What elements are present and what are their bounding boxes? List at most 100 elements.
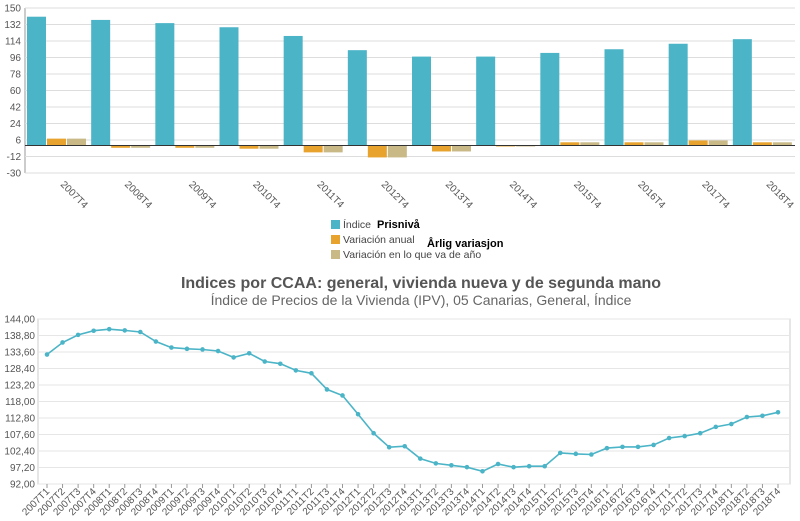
data-point xyxy=(433,461,439,466)
x-tick-label: 2008T4 xyxy=(122,179,154,211)
legend-translation: Årlig variasjon xyxy=(427,237,504,250)
data-point xyxy=(417,456,423,461)
data-point xyxy=(106,326,112,332)
data-point xyxy=(44,352,50,357)
data-point xyxy=(324,387,330,392)
data-point xyxy=(604,445,610,451)
data-point xyxy=(542,463,548,469)
bar-legend: Índice Prisnivå Variación anual Årlig varia… xyxy=(331,218,504,261)
x-tick-label: 2015T4 xyxy=(571,179,603,211)
y-tick-label: 118,00 xyxy=(5,397,35,408)
bar xyxy=(688,140,708,146)
data-point xyxy=(464,464,470,470)
bar xyxy=(27,16,46,146)
x-tick-label: 2016T4 xyxy=(635,179,667,211)
x-tick-label: 2018T4 xyxy=(764,179,796,211)
data-point xyxy=(138,329,143,335)
bar xyxy=(624,142,644,146)
y-tick-label: 133,60 xyxy=(4,348,35,359)
data-point xyxy=(697,430,703,436)
x-tick-label: 2011T4 xyxy=(315,179,347,211)
bar xyxy=(131,145,151,148)
y-tick-label: -12 xyxy=(7,152,22,163)
y-tick-label: 114 xyxy=(5,37,21,48)
bar xyxy=(367,145,387,158)
data-point xyxy=(75,332,81,338)
bar xyxy=(175,145,195,148)
series-line xyxy=(46,328,779,473)
bar xyxy=(732,39,752,146)
x-tick-label: 2010T4 xyxy=(250,179,282,211)
bar xyxy=(452,145,471,152)
data-point xyxy=(449,462,454,468)
legend-swatch xyxy=(331,220,340,229)
data-point xyxy=(775,409,781,415)
x-tick-label: 2009T4 xyxy=(186,179,218,211)
legend-label: Variación anual xyxy=(343,234,415,246)
y-tick-label: 112,80 xyxy=(5,414,35,425)
data-point xyxy=(60,340,65,345)
bar xyxy=(476,56,496,146)
bar xyxy=(412,56,431,146)
data-point xyxy=(386,444,392,450)
y-tick-label: 132 xyxy=(4,20,21,31)
data-point xyxy=(526,463,532,469)
bar xyxy=(604,49,624,146)
chart-subtitle: Índice de Precios de la Vivienda (IPV), … xyxy=(211,292,632,308)
y-tick-label: 107,60 xyxy=(4,430,35,441)
data-point xyxy=(200,347,205,352)
data-point xyxy=(277,361,283,367)
data-point xyxy=(153,339,159,344)
data-point xyxy=(557,450,563,456)
data-point xyxy=(293,368,299,373)
y-tick-label: -30 xyxy=(7,169,22,180)
data-point xyxy=(651,442,656,448)
data-point xyxy=(402,443,408,449)
bar xyxy=(303,145,323,153)
bar xyxy=(540,52,560,146)
y-tick-label: 78 xyxy=(10,70,22,81)
legend-label: Índice xyxy=(343,218,371,231)
y-tick-label: 150 xyxy=(4,4,21,15)
data-point xyxy=(371,430,376,436)
data-point xyxy=(573,451,579,457)
bar xyxy=(387,145,407,158)
y-tick-label: 92,00 xyxy=(10,480,35,491)
y-tick-label: 6 xyxy=(15,136,21,147)
bar xyxy=(772,142,792,146)
data-point xyxy=(184,346,190,352)
data-point xyxy=(666,435,672,441)
data-point xyxy=(635,444,641,450)
y-tick-label: 102,40 xyxy=(4,447,35,458)
data-point xyxy=(262,359,268,364)
y-tick-label: 138,80 xyxy=(4,331,35,342)
bar xyxy=(67,138,86,146)
line-chart: 92,00 97,20 102,40 107,60 112,80 118,00 123,20… xyxy=(4,315,791,518)
data-point xyxy=(246,350,252,356)
legend-swatch xyxy=(331,250,340,259)
legend-translation: Prisnivå xyxy=(377,219,421,231)
bar xyxy=(47,138,66,146)
x-tick-label: 2013T4 xyxy=(443,179,475,211)
bar xyxy=(323,145,343,153)
x-tick-label: 2007T4 xyxy=(58,179,90,211)
data-point xyxy=(340,393,345,398)
bar xyxy=(580,142,600,146)
data-point xyxy=(122,328,128,333)
bar xyxy=(708,140,728,146)
data-point xyxy=(495,461,501,467)
data-point xyxy=(620,444,625,450)
y-tick-label: 60 xyxy=(10,86,22,97)
bar xyxy=(259,145,279,149)
data-point xyxy=(744,414,750,420)
bar xyxy=(111,145,131,148)
bar xyxy=(668,43,688,146)
bar xyxy=(91,19,111,146)
y-tick-label: 128,40 xyxy=(4,364,35,375)
bar xyxy=(283,35,303,146)
data-point xyxy=(760,413,765,419)
data-point xyxy=(480,469,485,474)
bar-chart: -30 -12 6 24 42 60 78 96 114 132 150 2007T4 2008T4 20… xyxy=(4,4,795,212)
y-tick-label: 97,20 xyxy=(10,463,35,474)
